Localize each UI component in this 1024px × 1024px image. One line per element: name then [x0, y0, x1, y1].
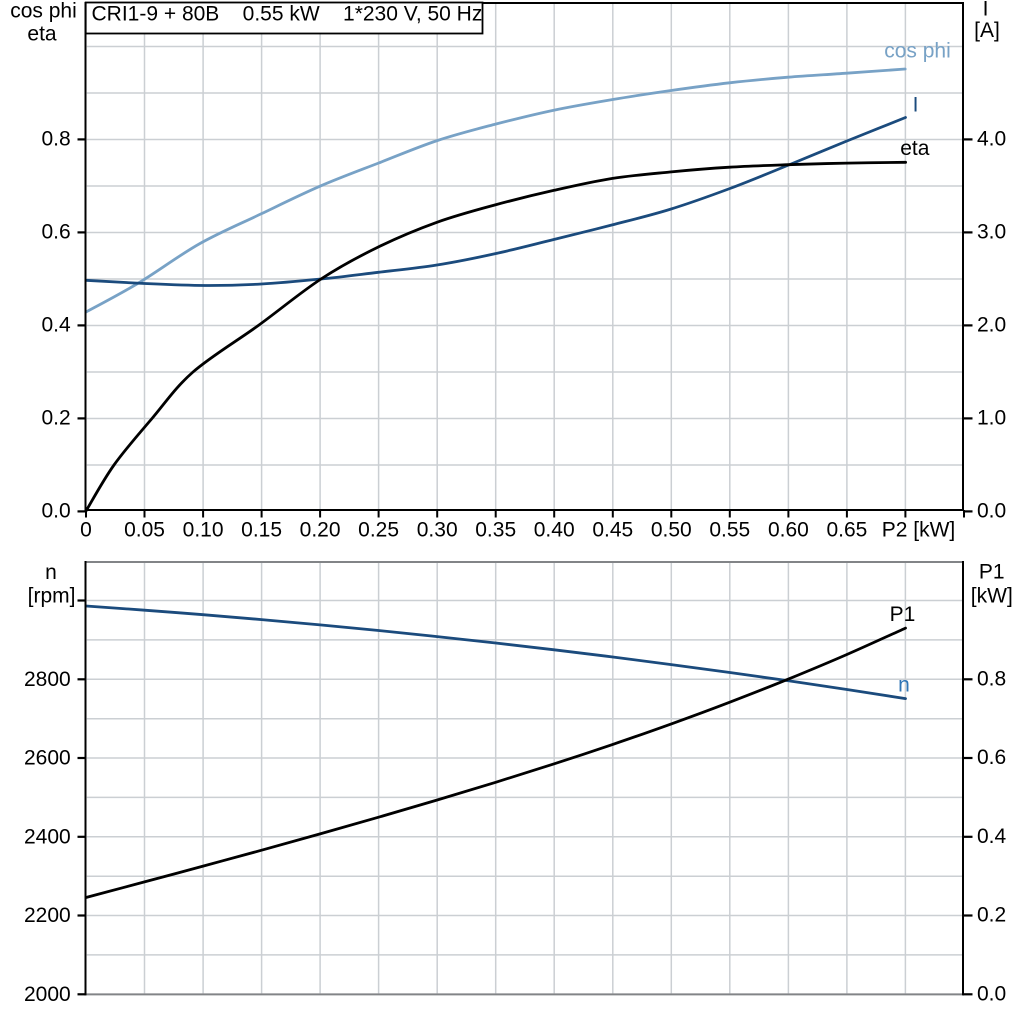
svg-text:eta: eta — [900, 137, 930, 160]
svg-text:0.50: 0.50 — [651, 519, 692, 542]
svg-text:0.2: 0.2 — [977, 904, 1006, 927]
svg-text:cos phi: cos phi — [10, 0, 77, 23]
svg-text:0: 0 — [80, 519, 92, 542]
svg-text:0.20: 0.20 — [300, 519, 341, 542]
svg-text:[kW]: [kW] — [971, 585, 1013, 608]
svg-text:0.35: 0.35 — [475, 519, 516, 542]
svg-text:n: n — [45, 561, 57, 584]
svg-text:n: n — [898, 673, 910, 696]
svg-text:2200: 2200 — [24, 904, 71, 927]
svg-text:2000: 2000 — [24, 983, 71, 1006]
svg-text:4.0: 4.0 — [977, 127, 1006, 150]
svg-text:0.45: 0.45 — [592, 519, 633, 542]
svg-text:0.8: 0.8 — [41, 128, 70, 151]
svg-text:0.2: 0.2 — [41, 407, 70, 430]
svg-text:0.05: 0.05 — [124, 519, 165, 542]
svg-text:0.60: 0.60 — [768, 519, 809, 542]
svg-text:3.0: 3.0 — [977, 220, 1006, 243]
svg-text:eta: eta — [27, 23, 57, 46]
svg-text:0.15: 0.15 — [241, 519, 282, 542]
svg-text:0.6: 0.6 — [41, 221, 70, 244]
svg-text:0.40: 0.40 — [534, 519, 575, 542]
svg-text:P1: P1 — [890, 603, 916, 626]
svg-text:I: I — [913, 94, 919, 117]
svg-text:cos phi: cos phi — [884, 40, 951, 63]
svg-text:0.0: 0.0 — [977, 499, 1006, 522]
svg-text:0.25: 0.25 — [358, 519, 399, 542]
svg-text:0.30: 0.30 — [417, 519, 458, 542]
svg-text:1.0: 1.0 — [977, 406, 1006, 429]
svg-text:0.8: 0.8 — [977, 667, 1006, 690]
svg-text:P2 [kW]: P2 [kW] — [882, 519, 956, 542]
svg-text:0.0: 0.0 — [977, 982, 1006, 1005]
svg-text:I: I — [983, 0, 989, 21]
svg-text:0.4: 0.4 — [977, 825, 1007, 848]
svg-text:[rpm]: [rpm] — [28, 585, 76, 608]
svg-text:2.0: 2.0 — [977, 313, 1006, 336]
svg-text:0.10: 0.10 — [183, 519, 224, 542]
svg-text:CRI1-9 + 80B 0.55 kW 1*2: CRI1-9 + 80B 0.55 kW 1*230 V, 50 Hz — [92, 3, 483, 26]
svg-text:P1: P1 — [979, 561, 1005, 584]
svg-text:0.0: 0.0 — [41, 500, 70, 523]
svg-text:0.55: 0.55 — [709, 519, 750, 542]
svg-text:0.6: 0.6 — [977, 746, 1006, 769]
svg-text:2400: 2400 — [24, 825, 71, 848]
svg-text:[A]: [A] — [974, 19, 1000, 42]
svg-text:0.65: 0.65 — [826, 519, 867, 542]
svg-text:2800: 2800 — [24, 668, 71, 691]
svg-text:2600: 2600 — [24, 747, 71, 770]
svg-text:0.4: 0.4 — [41, 314, 71, 337]
